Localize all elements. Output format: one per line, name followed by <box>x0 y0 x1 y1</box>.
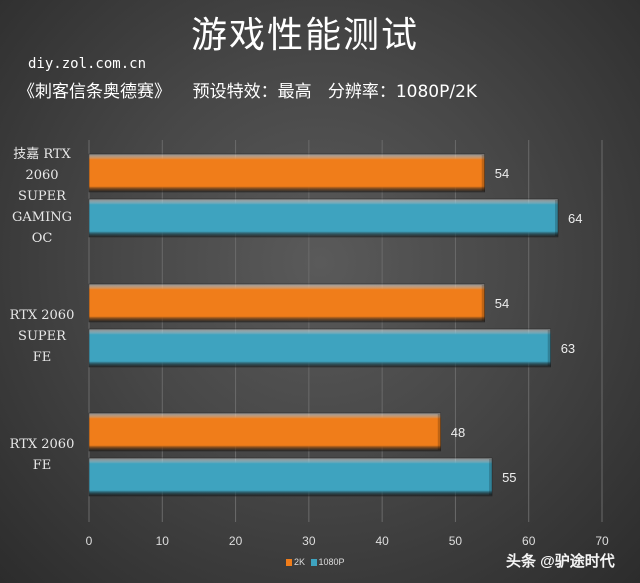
legend: 2K 1080P <box>286 557 345 567</box>
category-label: RTX 2060 SUPER FE <box>7 305 77 368</box>
bar-edge-shade <box>489 459 493 495</box>
category-label-line: 2060 <box>25 167 59 183</box>
data-label: 63 <box>561 341 575 356</box>
bar-edge-shade <box>437 414 441 450</box>
x-tick-label: 70 <box>595 534 609 548</box>
bar-1080p-3 <box>88 457 493 497</box>
bar-1080p-2 <box>88 328 551 368</box>
legend-item-2k: 2K <box>286 557 305 567</box>
category-label-line: RTX 2060 <box>9 437 75 452</box>
data-label: 54 <box>495 166 509 181</box>
category-label: RTX 2060 FE <box>7 434 77 476</box>
bar-edge-shade <box>547 330 551 366</box>
category-label-line: GAMING <box>12 209 72 225</box>
subtitle: 《刺客信条奥德赛》 预设特效：最高 分辨率：1080P/2K <box>18 82 478 102</box>
legend-item-1080p: 1080P <box>310 557 345 567</box>
x-tick-label: 50 <box>449 534 463 548</box>
bar-2k-1 <box>88 153 485 193</box>
category-label-line: FE <box>32 458 52 473</box>
x-tick-label: 0 <box>86 534 93 548</box>
page-title: 游戏性能测试 <box>190 15 419 56</box>
x-tick-label: 10 <box>156 534 170 548</box>
data-label: 55 <box>502 470 516 485</box>
category-label-line: OC <box>31 230 53 246</box>
bar-2k-3 <box>88 412 442 452</box>
legend-swatch-2k <box>286 559 292 566</box>
bar-2k-2 <box>88 283 485 323</box>
category-label-line: SUPER <box>18 188 66 204</box>
x-tick-label: 20 <box>229 534 243 548</box>
bar-edge-shade <box>481 155 485 191</box>
bar-1080p-1 <box>88 198 559 238</box>
site-url: diy.zol.com.cn <box>28 56 147 72</box>
x-tick-label: 40 <box>375 534 389 548</box>
category-label-line: SUPER FE <box>18 329 66 365</box>
bar-edge-shade <box>481 285 485 321</box>
x-tick-label: 30 <box>302 534 316 548</box>
watermark: 头条 @驴途时代 <box>506 553 615 570</box>
category-label: 技嘉 RTX 2060 SUPER GAMING OC <box>7 144 77 249</box>
data-label: 54 <box>495 296 509 311</box>
data-label: 64 <box>568 211 582 226</box>
legend-label: 2K <box>294 557 306 567</box>
data-label: 48 <box>451 425 465 440</box>
category-label-line: 技嘉 RTX <box>13 146 71 162</box>
legend-swatch-1080p <box>310 559 317 566</box>
category-label-line: RTX 2060 <box>9 308 75 323</box>
legend-label: 1080P <box>318 557 345 567</box>
x-tick-label: 60 <box>522 534 536 548</box>
bar-edge-shade <box>555 200 559 236</box>
